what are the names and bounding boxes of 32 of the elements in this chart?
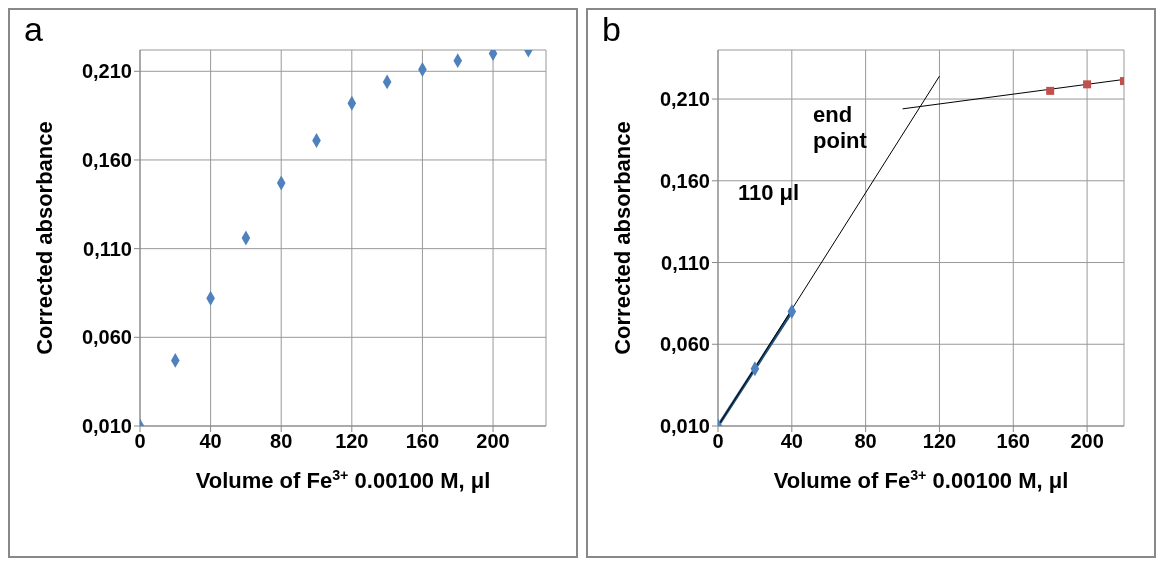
y-tick-label: 0,110 xyxy=(83,237,132,260)
y-tick-label: 0,210 xyxy=(81,60,132,83)
x-tick-label: 40 xyxy=(780,430,803,453)
x-tick-label: 80 xyxy=(270,430,293,453)
x-axis-title: Volume of Fe$^{3+}$ 0.00100 M, μl xyxy=(773,467,1069,493)
y-tick-label: 0,160 xyxy=(659,169,710,192)
annotation: 110 μl xyxy=(738,180,801,206)
x-tick-label: 200 xyxy=(476,430,510,453)
point xyxy=(1083,80,1092,89)
x-tick-label: 40 xyxy=(199,430,222,453)
x-axis-title: Volume of Fe$^{3+}$ 0.00100 M, μl xyxy=(195,467,491,493)
x-tick-label: 0 xyxy=(134,430,146,453)
point xyxy=(1046,86,1055,95)
y-tick-label: 0,210 xyxy=(659,88,710,111)
x-tick-label: 200 xyxy=(1070,430,1104,453)
chart-title: b xyxy=(602,10,621,49)
y-tick-label: 0,010 xyxy=(659,415,710,438)
y-tick-label: 0,010 xyxy=(81,415,132,438)
x-tick-label: 160 xyxy=(996,430,1030,453)
x-tick-label: 0 xyxy=(712,430,724,453)
x-tick-label: 160 xyxy=(405,430,440,453)
annotation: end point xyxy=(813,102,868,154)
y-tick-label: 0,060 xyxy=(81,326,132,349)
y-tick-label: 0,110 xyxy=(661,251,710,274)
x-tick-label: 80 xyxy=(854,430,877,453)
y-tick-label: 0,160 xyxy=(81,149,132,172)
y-axis-title: Corrected absorbance xyxy=(610,121,635,355)
y-axis-title: Corrected absorbance xyxy=(32,121,57,355)
chart-title: a xyxy=(24,10,43,49)
x-tick-label: 120 xyxy=(922,430,957,453)
x-tick-label: 120 xyxy=(335,430,369,453)
y-tick-label: 0,060 xyxy=(659,333,710,356)
